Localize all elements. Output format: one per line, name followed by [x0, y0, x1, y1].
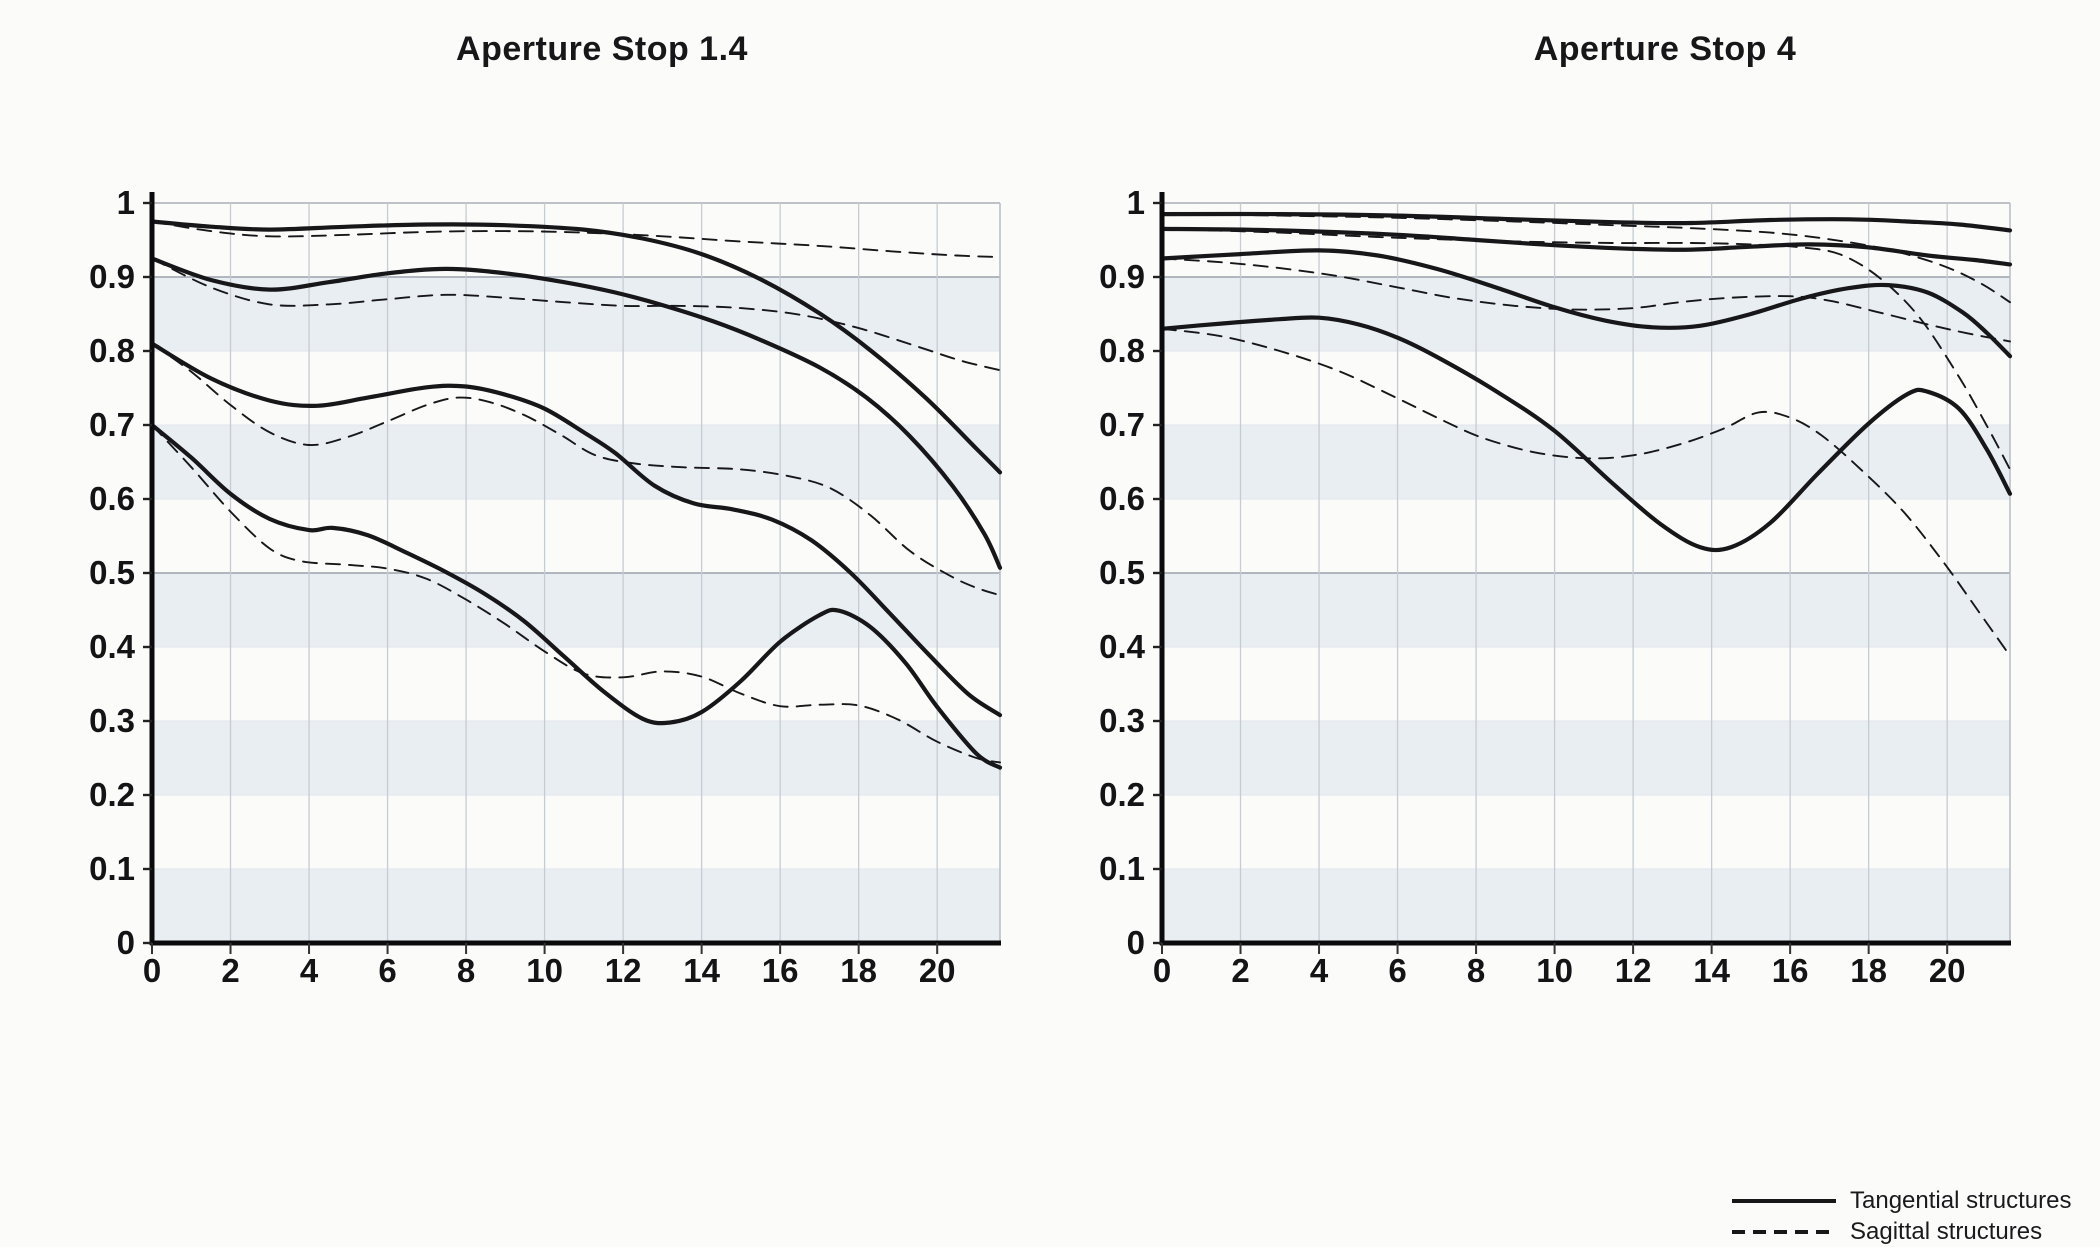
plot-area	[143, 192, 1003, 954]
chart-title: Aperture Stop 4	[1533, 30, 1797, 68]
y-tick-label: 0.4	[89, 628, 135, 665]
y-tick-label: 0.4	[1099, 628, 1145, 665]
x-tick-label: 6	[378, 952, 397, 989]
y-tick-label: 0.9	[89, 258, 135, 295]
series-sagittal-4	[1161, 327, 2011, 657]
y-tick-label: 0.7	[1099, 406, 1145, 443]
series-tangential-1	[149, 219, 1003, 475]
shaded-band	[1162, 573, 2010, 647]
y-tick-label: 0.6	[1099, 480, 1145, 517]
y-tick-label: 0.2	[1099, 776, 1145, 813]
y-tick-label: 0	[1126, 924, 1145, 961]
x-tick-label: 10	[1536, 952, 1573, 989]
plot-area	[1153, 192, 2013, 954]
y-tick-label: 0.1	[1099, 850, 1145, 887]
y-tick-label: 0.2	[89, 776, 135, 813]
x-tick-label: 2	[221, 952, 240, 989]
y-tick-label: 1	[116, 184, 135, 221]
series-sagittal-2	[151, 257, 1001, 372]
legend-label: Sagittal structures	[1850, 1217, 2043, 1245]
x-tick-label: 18	[840, 952, 878, 989]
y-tick-label: 1	[1126, 184, 1145, 221]
y-tick-label: 0.5	[89, 554, 135, 591]
chart-title: Aperture Stop 1.4	[456, 30, 748, 68]
x-tick-label: 16	[1771, 952, 1809, 989]
y-tick-label: 0.7	[89, 406, 135, 443]
legend-label: Tangential structures	[1850, 1186, 2072, 1214]
y-tick-label: 0.6	[89, 480, 135, 517]
x-tick-label: 18	[1850, 952, 1888, 989]
y-tick-label: 0.5	[1099, 554, 1145, 591]
y-tick-label: 0.9	[1099, 258, 1145, 295]
x-tick-label: 0	[142, 952, 162, 989]
series-tangential-2	[1159, 226, 2013, 267]
x-tick-label: 12	[604, 952, 642, 989]
x-tick-label: 0	[1152, 952, 1172, 989]
series-tangential-1	[1159, 211, 2013, 233]
sagittal-line-sample	[1732, 1229, 1836, 1234]
tangential-line-sample	[1732, 1198, 1836, 1203]
x-tick-label: 14	[1693, 952, 1730, 989]
series-tangential-3	[149, 341, 1003, 718]
shaded-band	[1162, 869, 2010, 943]
series-sagittal-1	[1161, 213, 2011, 304]
x-tick-label: 20	[1928, 952, 1966, 989]
series-sagittal-2	[1161, 227, 2011, 471]
legend-item-sagittal: Sagittal structures	[1730, 1216, 2090, 1247]
y-tick-label: 0.1	[89, 850, 135, 887]
y-tick-label: 0.8	[1099, 332, 1145, 369]
series-sagittal-1	[151, 220, 1001, 258]
x-tick-label: 2	[1231, 952, 1250, 989]
y-tick-label: 0.3	[1099, 702, 1145, 739]
x-tick-label: 12	[1614, 952, 1652, 989]
series-tangential-4	[1159, 315, 2013, 553]
y-tick-label: 0.3	[89, 702, 135, 739]
x-tick-label: 4	[299, 952, 319, 989]
legend-item-tangential: Tangential structures	[1730, 1185, 2090, 1216]
series-sagittal-4	[151, 424, 1001, 764]
shaded-band	[1162, 425, 2010, 499]
y-tick-label: 0.8	[89, 332, 135, 369]
series-tangential-2	[149, 256, 1003, 570]
y-tick-label: 0	[116, 924, 135, 961]
x-tick-label: 6	[1388, 952, 1407, 989]
x-tick-label: 16	[761, 952, 799, 989]
legend: Tangential structures Sagittal structure…	[1730, 1185, 2090, 1247]
series-tangential-4	[149, 422, 1003, 770]
shaded-band	[1162, 721, 2010, 795]
series-sagittal-3	[1161, 257, 2011, 343]
x-tick-label: 10	[526, 952, 563, 989]
x-tick-label: 14	[683, 952, 720, 989]
x-tick-label: 4	[1309, 952, 1329, 989]
series-tangential-3	[1159, 248, 2013, 359]
x-tick-label: 20	[918, 952, 956, 989]
x-tick-label: 8	[1466, 952, 1486, 989]
x-tick-label: 8	[456, 952, 476, 989]
